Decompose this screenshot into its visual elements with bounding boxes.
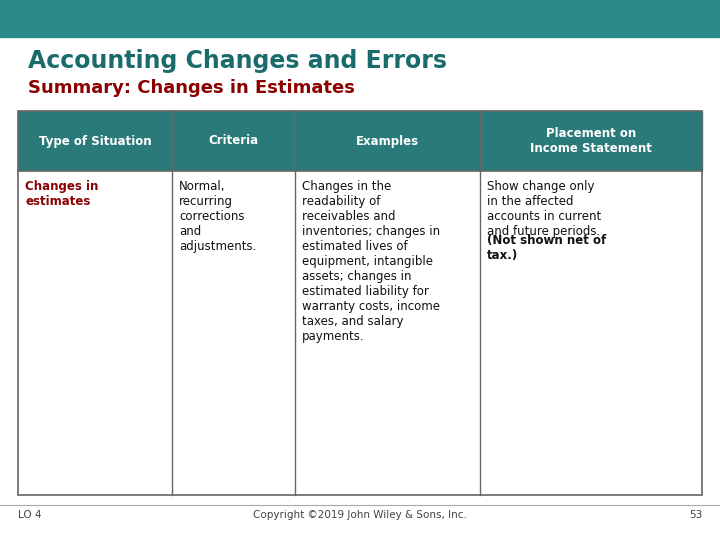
Bar [18, 111, 702, 495]
Bar [480, 111, 702, 171]
Bar [172, 171, 295, 495]
Text: Copyright ©2019 John Wiley & Sons, Inc.: Copyright ©2019 John Wiley & Sons, Inc. [253, 510, 467, 520]
Text: Changes in
estimates: Changes in estimates [25, 180, 99, 208]
Text: Examples: Examples [356, 134, 419, 147]
Text: 53: 53 [689, 510, 702, 520]
Bar [295, 111, 480, 171]
Text: Criteria: Criteria [208, 134, 258, 147]
Bar [172, 111, 295, 171]
Text: Normal,
recurring
corrections
and
adjustments.: Normal, recurring corrections and adjust… [179, 180, 256, 253]
Text: Show change only
in the affected
accounts in current
and future periods.: Show change only in the affected account… [487, 180, 601, 253]
Text: Type of Situation: Type of Situation [39, 134, 151, 147]
Text: Placement on
Income Statement: Placement on Income Statement [530, 127, 652, 155]
Text: Summary: Changes in Estimates: Summary: Changes in Estimates [28, 79, 355, 97]
Text: LO 4: LO 4 [18, 510, 42, 520]
Bar [18, 111, 172, 171]
Bar [480, 171, 702, 495]
Bar [18, 171, 172, 495]
Text: (Not shown net of
tax.): (Not shown net of tax.) [487, 234, 606, 262]
Text: Accounting Changes and Errors: Accounting Changes and Errors [28, 49, 447, 73]
Bar [295, 171, 480, 495]
Text: Changes in the
readability of
receivables and
inventories; changes in
estimated : Changes in the readability of receivable… [302, 180, 440, 343]
Bar [0, 0, 720, 37]
